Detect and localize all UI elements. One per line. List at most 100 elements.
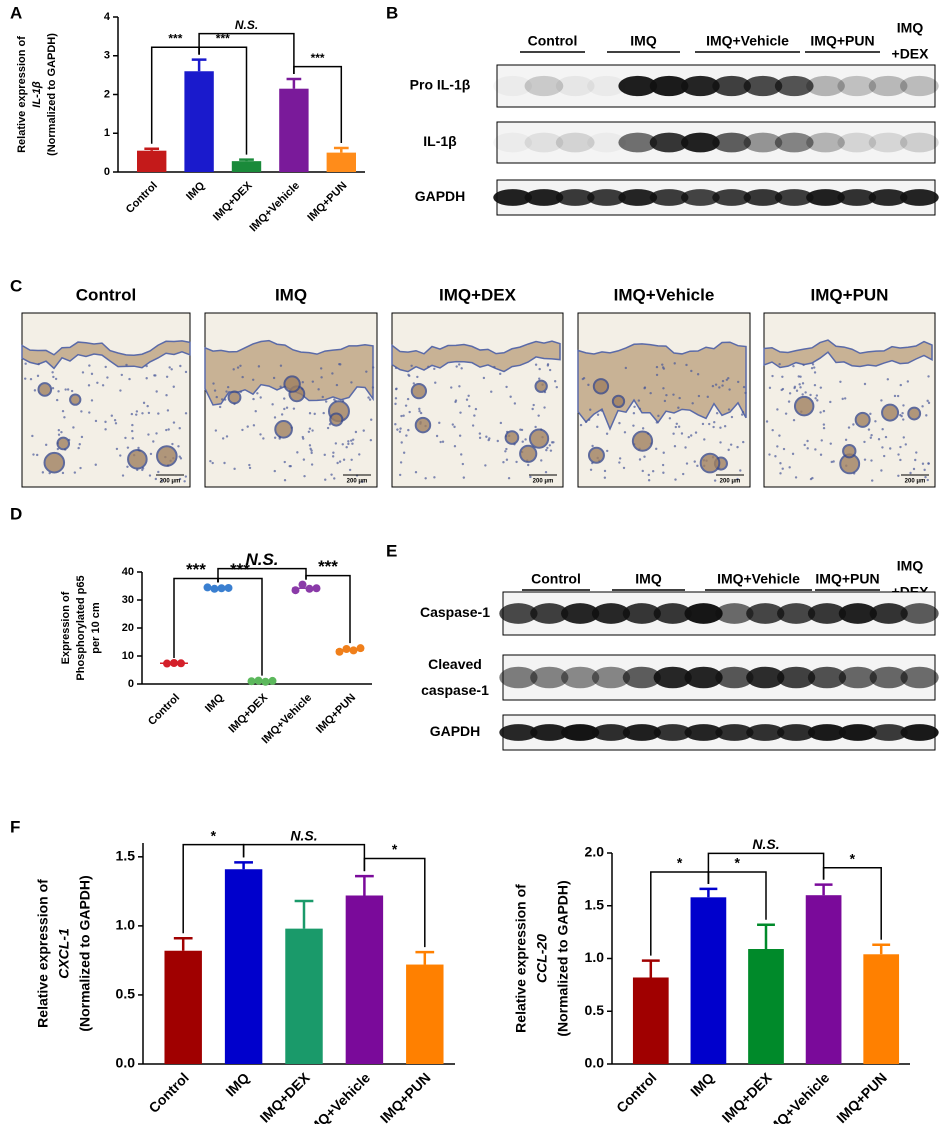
error-bar [699, 887, 718, 898]
blot-band [561, 603, 600, 624]
nucleus [490, 390, 493, 393]
nucleus [581, 377, 585, 381]
nucleus [549, 449, 553, 452]
blot-band [622, 603, 661, 624]
x-tick-label: Control [613, 1069, 660, 1116]
nucleus [877, 438, 881, 441]
nucleus [283, 397, 286, 400]
blot-band [618, 132, 658, 153]
nucleus [184, 370, 188, 374]
nucleus [319, 367, 323, 370]
error-bar [191, 58, 207, 72]
nucleus [370, 418, 373, 421]
lane-group-label: Control [528, 33, 578, 49]
nucleus [232, 368, 235, 371]
bar [345, 895, 384, 1064]
nucleus [33, 389, 37, 392]
nucleus [553, 380, 557, 383]
nucleus [351, 442, 354, 445]
blot-band [807, 666, 847, 689]
data-point [203, 583, 212, 592]
follicle [854, 411, 871, 428]
y-axis-label: Relative expression of [35, 879, 51, 1028]
nucleus [104, 420, 107, 424]
y-tick-label: 0.0 [585, 1055, 605, 1071]
blot-band [837, 75, 877, 97]
nucleus [154, 374, 157, 377]
nucleus [57, 433, 61, 436]
nucleus [684, 446, 687, 449]
y-axis-label: Phosphorylated p65 [75, 575, 87, 680]
x-tick-label: Control [146, 692, 182, 728]
blot-band [869, 724, 908, 741]
significance-label: *** [168, 31, 182, 45]
blot-band [743, 132, 783, 153]
error-bar [173, 937, 193, 951]
nucleus [317, 388, 320, 391]
nucleus [273, 416, 277, 419]
blot-band [774, 132, 814, 153]
nucleus [113, 418, 117, 422]
blot-band [653, 666, 692, 689]
nucleus [309, 447, 312, 451]
nucleus [721, 379, 725, 383]
nucleus [145, 377, 148, 380]
y-tick-label: 1 [104, 127, 110, 139]
nucleus [618, 461, 621, 464]
nucleus [882, 454, 886, 458]
nucleus [351, 438, 355, 441]
blot-band [715, 724, 754, 741]
nucleus [410, 364, 413, 367]
nucleus [725, 378, 729, 381]
nucleus [727, 377, 730, 380]
error-bar [415, 950, 435, 965]
blot-band [530, 724, 569, 741]
nucleus [119, 454, 122, 457]
nucleus [771, 428, 774, 432]
nucleus [655, 373, 659, 377]
nucleus [896, 394, 900, 398]
nucleus [847, 426, 851, 429]
nucleus [622, 466, 626, 470]
nucleus [906, 380, 910, 383]
nucleus [184, 412, 188, 415]
nucleus [402, 414, 405, 417]
nucleus [655, 365, 659, 369]
nucleus [320, 376, 323, 379]
follicle [127, 448, 148, 470]
nucleus [24, 362, 27, 365]
nucleus [135, 413, 138, 416]
blot-band [561, 724, 600, 741]
nucleus [179, 457, 183, 460]
nucleus [596, 425, 599, 429]
nucleus [830, 460, 833, 464]
nucleus [915, 451, 918, 454]
image-title: IMQ+PUN [811, 285, 889, 304]
nucleus [884, 435, 888, 439]
nucleus [534, 363, 538, 366]
nucleus [674, 425, 678, 429]
nucleus [241, 375, 244, 379]
nucleus [171, 442, 174, 446]
nucleus [810, 366, 814, 370]
nucleus [680, 432, 684, 435]
blot-band [684, 724, 723, 741]
nucleus [792, 418, 796, 422]
nucleus [285, 406, 289, 409]
nucleus [819, 453, 823, 456]
nucleus [311, 429, 314, 432]
lane-group-label: IMQ+Vehicle [706, 33, 789, 49]
nucleus [926, 478, 929, 482]
y-axis-label: Relative expression of [513, 884, 529, 1033]
bar [805, 895, 842, 1064]
error-bar [872, 943, 891, 955]
nucleus [418, 410, 421, 413]
nucleus [398, 430, 402, 433]
nucleus [325, 400, 328, 403]
nucleus [507, 476, 511, 480]
nucleus [871, 479, 874, 482]
nucleus [394, 397, 398, 400]
y-tick-label: 1.5 [585, 896, 605, 912]
significance-bracket [217, 567, 307, 583]
nucleus [736, 477, 739, 481]
